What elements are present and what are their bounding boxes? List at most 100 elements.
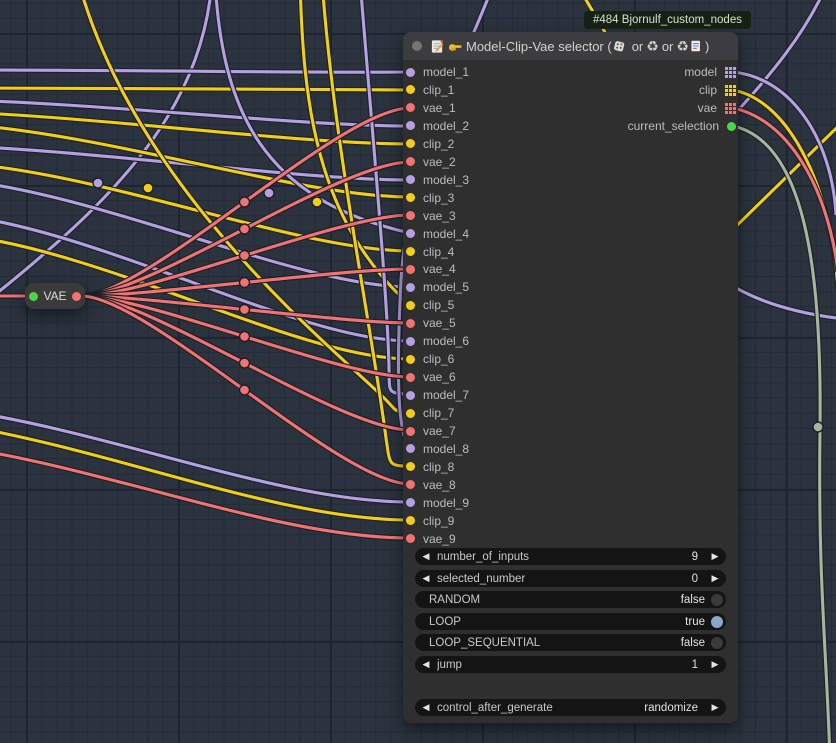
- wire-midpoint-dot[interactable]: [812, 421, 824, 433]
- input-dot-clip[interactable]: [406, 193, 415, 203]
- input-dot-model[interactable]: [406, 390, 415, 400]
- input-slot-model_2[interactable]: model_2: [406, 118, 469, 134]
- input-dot-model[interactable]: [406, 175, 415, 185]
- vae-node[interactable]: VAE: [25, 283, 85, 309]
- input-slot-model_8[interactable]: model_8: [406, 441, 469, 457]
- widget-LOOP[interactable]: LOOP true: [415, 613, 726, 630]
- input-slot-vae_2[interactable]: vae_2: [406, 154, 456, 170]
- input-slot-model_6[interactable]: model_6: [406, 333, 469, 349]
- input-dot-clip[interactable]: [406, 247, 415, 256]
- input-dot-vae[interactable]: [406, 318, 415, 328]
- input-dot-clip[interactable]: [406, 408, 415, 418]
- vae-node-input-dot[interactable]: [29, 291, 38, 301]
- input-slot-model_7[interactable]: model_7: [406, 387, 469, 403]
- input-slot-model_9[interactable]: model_9: [406, 495, 469, 511]
- input-slot-clip_9[interactable]: clip_9: [406, 513, 454, 529]
- input-dot-vae[interactable]: [406, 426, 415, 436]
- input-dot-clip[interactable]: [406, 139, 415, 149]
- input-slot-vae_1[interactable]: vae_1: [406, 100, 456, 116]
- input-slot-clip_3[interactable]: clip_3: [406, 190, 454, 206]
- selector-node[interactable]: Model-Clip-Vae selector ( or ♻ or ♻: [403, 32, 738, 723]
- wire-midpoint-dot[interactable]: [238, 330, 251, 343]
- input-slot-vae_6[interactable]: vae_6: [406, 369, 456, 385]
- input-dot-vae[interactable]: [406, 157, 415, 167]
- wire-midpoint-dot[interactable]: [238, 196, 251, 208]
- increment-arrow[interactable]: ▶: [711, 659, 719, 669]
- collapse-dot[interactable]: [412, 41, 422, 51]
- input-dot-model[interactable]: [406, 121, 415, 131]
- input-dot-vae[interactable]: [406, 372, 415, 382]
- wire-midpoint-dot[interactable]: [238, 249, 251, 262]
- increment-arrow[interactable]: ▶: [711, 551, 719, 561]
- input-dot-clip[interactable]: [406, 85, 415, 95]
- input-slot-vae_3[interactable]: vae_3: [406, 208, 456, 224]
- widget-number_of_inputs[interactable]: ◀ number_of_inputs 9 ▶: [415, 548, 726, 565]
- input-dot-model[interactable]: [406, 229, 415, 239]
- multi-link-grid-icon[interactable]: [725, 84, 736, 96]
- widget-jump[interactable]: ◀ jump 1 ▶: [415, 656, 726, 673]
- widget-selected_number[interactable]: ◀ selected_number 0 ▶: [415, 570, 726, 587]
- vae-node-output-dot[interactable]: [72, 291, 81, 301]
- input-slot-model_3[interactable]: model_3: [406, 172, 469, 188]
- input-slot-clip_1[interactable]: clip_1: [406, 82, 454, 98]
- input-dot-model[interactable]: [406, 498, 415, 508]
- input-dot-model[interactable]: [406, 444, 415, 454]
- input-slot-vae_5[interactable]: vae_5: [406, 315, 456, 331]
- input-slot-model_1[interactable]: model_1: [406, 64, 469, 80]
- toggle-knob[interactable]: [711, 636, 723, 649]
- input-dot-vae[interactable]: [406, 211, 415, 221]
- wire-midpoint-dot[interactable]: [238, 357, 251, 369]
- widget-LOOP_SEQUENTIAL[interactable]: LOOP_SEQUENTIAL false: [415, 634, 726, 651]
- decrement-arrow[interactable]: ◀: [422, 702, 430, 712]
- input-slot-clip_2[interactable]: clip_2: [406, 136, 454, 152]
- toggle-knob[interactable]: [711, 593, 723, 606]
- input-slot-clip_7[interactable]: clip_7: [406, 405, 454, 421]
- wire-midpoint-dot[interactable]: [238, 223, 251, 235]
- output-slot-vae[interactable]: vae: [698, 100, 736, 116]
- input-slot-clip_5[interactable]: clip_5: [406, 297, 454, 313]
- input-dot-vae[interactable]: [406, 534, 415, 544]
- input-slot-vae_9[interactable]: vae_9: [406, 531, 456, 547]
- wire-midpoint-dot[interactable]: [142, 182, 154, 194]
- input-slot-vae_4[interactable]: vae_4: [406, 261, 456, 277]
- wire-midpoint-dot[interactable]: [263, 187, 275, 199]
- input-slot-vae_8[interactable]: vae_8: [406, 477, 456, 493]
- input-dot-model[interactable]: [406, 282, 415, 292]
- widget-RANDOM[interactable]: RANDOM false: [415, 591, 726, 608]
- input-dot-vae[interactable]: [406, 480, 415, 490]
- input-slot-model_5[interactable]: model_5: [406, 279, 469, 295]
- wire-midpoint-dot[interactable]: [238, 276, 251, 289]
- output-slot-current_selection[interactable]: current_selection: [628, 118, 736, 134]
- increment-arrow[interactable]: ▶: [711, 573, 719, 583]
- wire-midpoint-dot[interactable]: [92, 177, 104, 189]
- decrement-arrow[interactable]: ◀: [422, 659, 430, 669]
- input-dot-clip[interactable]: [406, 516, 415, 526]
- input-dot-model[interactable]: [406, 67, 415, 77]
- increment-arrow[interactable]: ▶: [711, 702, 719, 712]
- wire-midpoint-dot[interactable]: [238, 384, 251, 396]
- selector-node-titlebar[interactable]: Model-Clip-Vae selector ( or ♻ or ♻: [403, 32, 738, 60]
- input-slot-model_4[interactable]: model_4: [406, 226, 469, 242]
- input-dot-vae[interactable]: [406, 103, 415, 113]
- multi-link-grid-icon[interactable]: [725, 66, 736, 78]
- widget-control_after_generate[interactable]: ◀ control_after_generate randomize ▶: [415, 699, 726, 716]
- output-dot-selection[interactable]: [727, 121, 736, 131]
- output-slot-model[interactable]: model: [684, 64, 736, 80]
- input-dot-model[interactable]: [406, 336, 415, 346]
- decrement-arrow[interactable]: ◀: [422, 551, 430, 561]
- input-slot-clip_8[interactable]: clip_8: [406, 459, 454, 475]
- multi-link-grid-icon[interactable]: [725, 102, 736, 114]
- wire-midpoint-dot[interactable]: [238, 303, 251, 316]
- input-dot-vae[interactable]: [406, 264, 415, 274]
- toggle-knob[interactable]: [711, 615, 723, 628]
- input-dot-clip[interactable]: [406, 300, 415, 310]
- input-dot-clip[interactable]: [406, 354, 415, 364]
- decrement-arrow[interactable]: ◀: [422, 573, 430, 583]
- input-slot-clip_6[interactable]: clip_6: [406, 351, 454, 367]
- output-slot-clip[interactable]: clip: [699, 82, 736, 98]
- input-dot-clip[interactable]: [406, 462, 415, 472]
- wire-midpoint-dot[interactable]: [311, 196, 323, 208]
- input-slot-vae_7[interactable]: vae_7: [406, 423, 456, 439]
- input-slot-clip_4[interactable]: clip_4: [406, 244, 454, 260]
